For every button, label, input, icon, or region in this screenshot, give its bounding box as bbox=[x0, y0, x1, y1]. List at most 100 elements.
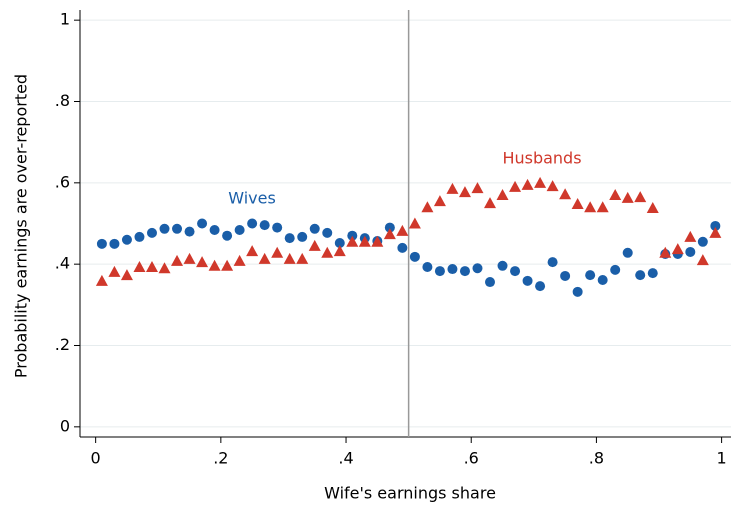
point bbox=[258, 252, 271, 264]
point bbox=[108, 265, 121, 277]
point bbox=[183, 252, 196, 264]
point bbox=[421, 201, 434, 213]
point bbox=[485, 277, 496, 288]
y-tick-label: 0 bbox=[60, 416, 70, 435]
point bbox=[547, 257, 558, 268]
point bbox=[685, 246, 696, 257]
point bbox=[610, 264, 621, 275]
point bbox=[572, 286, 583, 297]
point bbox=[95, 274, 108, 286]
point bbox=[408, 217, 421, 229]
point bbox=[334, 238, 345, 249]
point bbox=[209, 225, 220, 236]
point bbox=[647, 268, 658, 279]
point bbox=[322, 227, 333, 238]
x-tick-label: .6 bbox=[464, 449, 479, 468]
y-tick-label: .4 bbox=[55, 254, 70, 273]
point bbox=[158, 262, 171, 274]
point bbox=[496, 189, 509, 201]
point bbox=[120, 269, 133, 281]
point bbox=[546, 180, 559, 192]
point bbox=[247, 218, 258, 229]
point bbox=[433, 195, 446, 207]
point bbox=[309, 223, 320, 234]
point bbox=[184, 226, 195, 237]
x-tick-label: .8 bbox=[589, 449, 604, 468]
point bbox=[134, 231, 145, 242]
point bbox=[308, 239, 321, 251]
point bbox=[709, 226, 722, 238]
y-tick-label: .2 bbox=[55, 335, 70, 354]
point bbox=[271, 246, 284, 258]
y-tick-label: .6 bbox=[55, 172, 70, 191]
point bbox=[597, 275, 608, 286]
point bbox=[447, 264, 458, 275]
point bbox=[397, 242, 408, 253]
point bbox=[371, 235, 384, 247]
y-axis-title: Probability earnings are over-reported bbox=[12, 74, 31, 378]
point bbox=[145, 261, 158, 273]
point bbox=[259, 220, 270, 231]
point bbox=[522, 275, 533, 286]
point bbox=[222, 230, 233, 241]
point bbox=[234, 225, 245, 236]
point bbox=[434, 266, 445, 277]
point bbox=[384, 222, 395, 233]
point bbox=[358, 235, 371, 247]
point bbox=[246, 245, 259, 257]
series-label: Wives bbox=[228, 189, 276, 208]
point bbox=[585, 270, 596, 281]
point bbox=[521, 178, 534, 190]
point bbox=[333, 245, 346, 257]
point bbox=[634, 191, 647, 203]
point bbox=[560, 270, 571, 281]
point bbox=[584, 201, 597, 213]
point bbox=[422, 262, 433, 273]
point bbox=[159, 223, 170, 234]
x-axis-title: Wife's earnings share bbox=[324, 484, 496, 503]
point bbox=[671, 243, 684, 255]
point bbox=[635, 270, 646, 281]
point bbox=[484, 197, 497, 209]
point bbox=[621, 191, 634, 203]
y-tick-label: 1 bbox=[60, 10, 70, 29]
point bbox=[272, 222, 283, 233]
point bbox=[596, 201, 609, 213]
point bbox=[233, 254, 246, 266]
point bbox=[684, 230, 697, 242]
point bbox=[284, 233, 295, 244]
point bbox=[133, 261, 146, 273]
point bbox=[296, 252, 309, 264]
point bbox=[559, 188, 572, 200]
point bbox=[321, 246, 334, 258]
x-tick-label: .4 bbox=[338, 449, 353, 468]
point bbox=[396, 224, 409, 236]
point bbox=[609, 189, 622, 201]
point bbox=[383, 228, 396, 240]
point bbox=[109, 238, 120, 249]
point bbox=[171, 254, 184, 266]
point bbox=[208, 259, 221, 271]
point bbox=[659, 246, 672, 258]
point bbox=[283, 252, 296, 264]
point bbox=[121, 234, 132, 245]
x-tick-label: 1 bbox=[717, 449, 727, 468]
point bbox=[297, 231, 308, 242]
point bbox=[196, 256, 209, 268]
point bbox=[446, 182, 459, 194]
point bbox=[571, 197, 584, 209]
point bbox=[197, 218, 208, 229]
x-tick-label: .2 bbox=[213, 449, 228, 468]
point bbox=[459, 266, 470, 277]
point bbox=[510, 266, 521, 277]
point bbox=[146, 227, 157, 238]
point bbox=[696, 254, 709, 266]
point bbox=[622, 247, 633, 258]
point bbox=[96, 238, 107, 249]
x-tick-label: 0 bbox=[91, 449, 101, 468]
point bbox=[710, 220, 721, 231]
series-label: Husbands bbox=[502, 149, 581, 168]
point bbox=[509, 180, 522, 192]
y-tick-label: .8 bbox=[55, 91, 70, 110]
point bbox=[534, 176, 547, 188]
